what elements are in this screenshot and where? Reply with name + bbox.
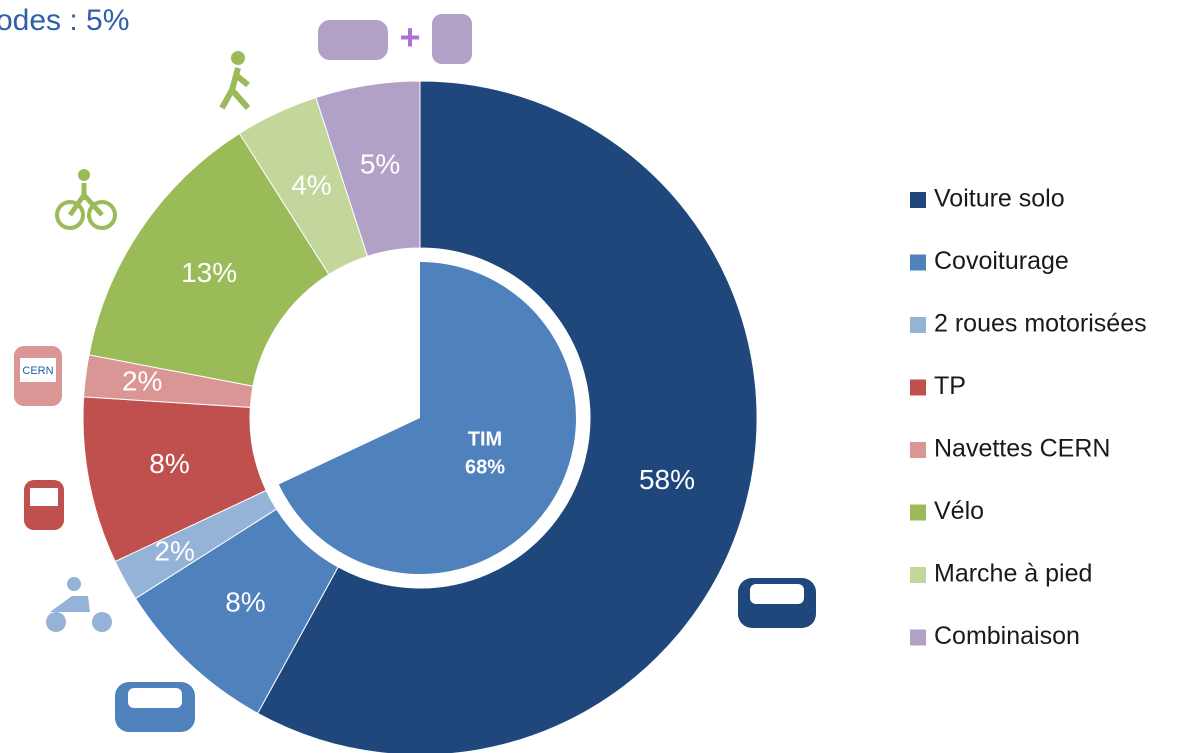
legend-swatch xyxy=(910,504,926,521)
icon-walker xyxy=(219,67,251,110)
legend-swatch xyxy=(910,629,926,646)
icon-train xyxy=(432,14,472,64)
icon-bus xyxy=(20,358,56,382)
value-label: 4% xyxy=(291,170,331,201)
value-label: 13% xyxy=(181,257,237,288)
icon-bike xyxy=(55,200,85,230)
legend-label: Combinaison xyxy=(934,622,1080,650)
icon-plus: + xyxy=(399,17,420,58)
value-label: 8% xyxy=(149,448,189,479)
annotation: odes : 5% xyxy=(0,4,129,37)
icon-scooter xyxy=(50,596,90,612)
legend-label: Marche à pied xyxy=(934,560,1092,588)
legend-swatch xyxy=(910,379,926,396)
slice xyxy=(315,80,421,257)
inner-name: TIM xyxy=(468,428,502,450)
value-label: 2% xyxy=(122,365,162,396)
legend-label: Covoiturage xyxy=(934,247,1069,275)
icon-scooter xyxy=(46,612,66,632)
icon-walker xyxy=(231,51,245,65)
legend-swatch xyxy=(910,317,926,333)
value-label: 5% xyxy=(360,149,400,180)
icon-bike xyxy=(78,169,90,181)
legend-label: Navettes CERN xyxy=(934,435,1110,463)
icon-scooter xyxy=(92,612,112,632)
slice xyxy=(88,132,330,387)
legend-swatch xyxy=(910,192,926,208)
inner-slice xyxy=(278,262,576,574)
icon-scooter xyxy=(67,577,81,591)
icon-car xyxy=(318,20,388,60)
value-label: 8% xyxy=(225,586,265,617)
value-label: 58% xyxy=(639,464,695,495)
legend-swatch xyxy=(910,254,926,271)
legend-swatch xyxy=(910,442,926,458)
legend-swatch xyxy=(910,567,926,583)
legend-label: Vélo xyxy=(934,497,984,525)
inner-value-label: 68% xyxy=(465,456,505,478)
icon-bike xyxy=(67,183,104,217)
icon-text: CERN xyxy=(22,365,53,377)
icon-car xyxy=(750,584,804,604)
legend-label: TP xyxy=(934,372,966,400)
icon-train xyxy=(30,488,58,506)
value-label: 2% xyxy=(154,535,194,566)
slice xyxy=(256,80,758,753)
legend-label: 2 roues motorisées xyxy=(934,310,1147,338)
icon-car xyxy=(128,688,182,708)
legend-label: Voiture solo xyxy=(934,185,1065,213)
icons: + CERN xyxy=(14,14,816,732)
icon-bike xyxy=(87,200,117,230)
